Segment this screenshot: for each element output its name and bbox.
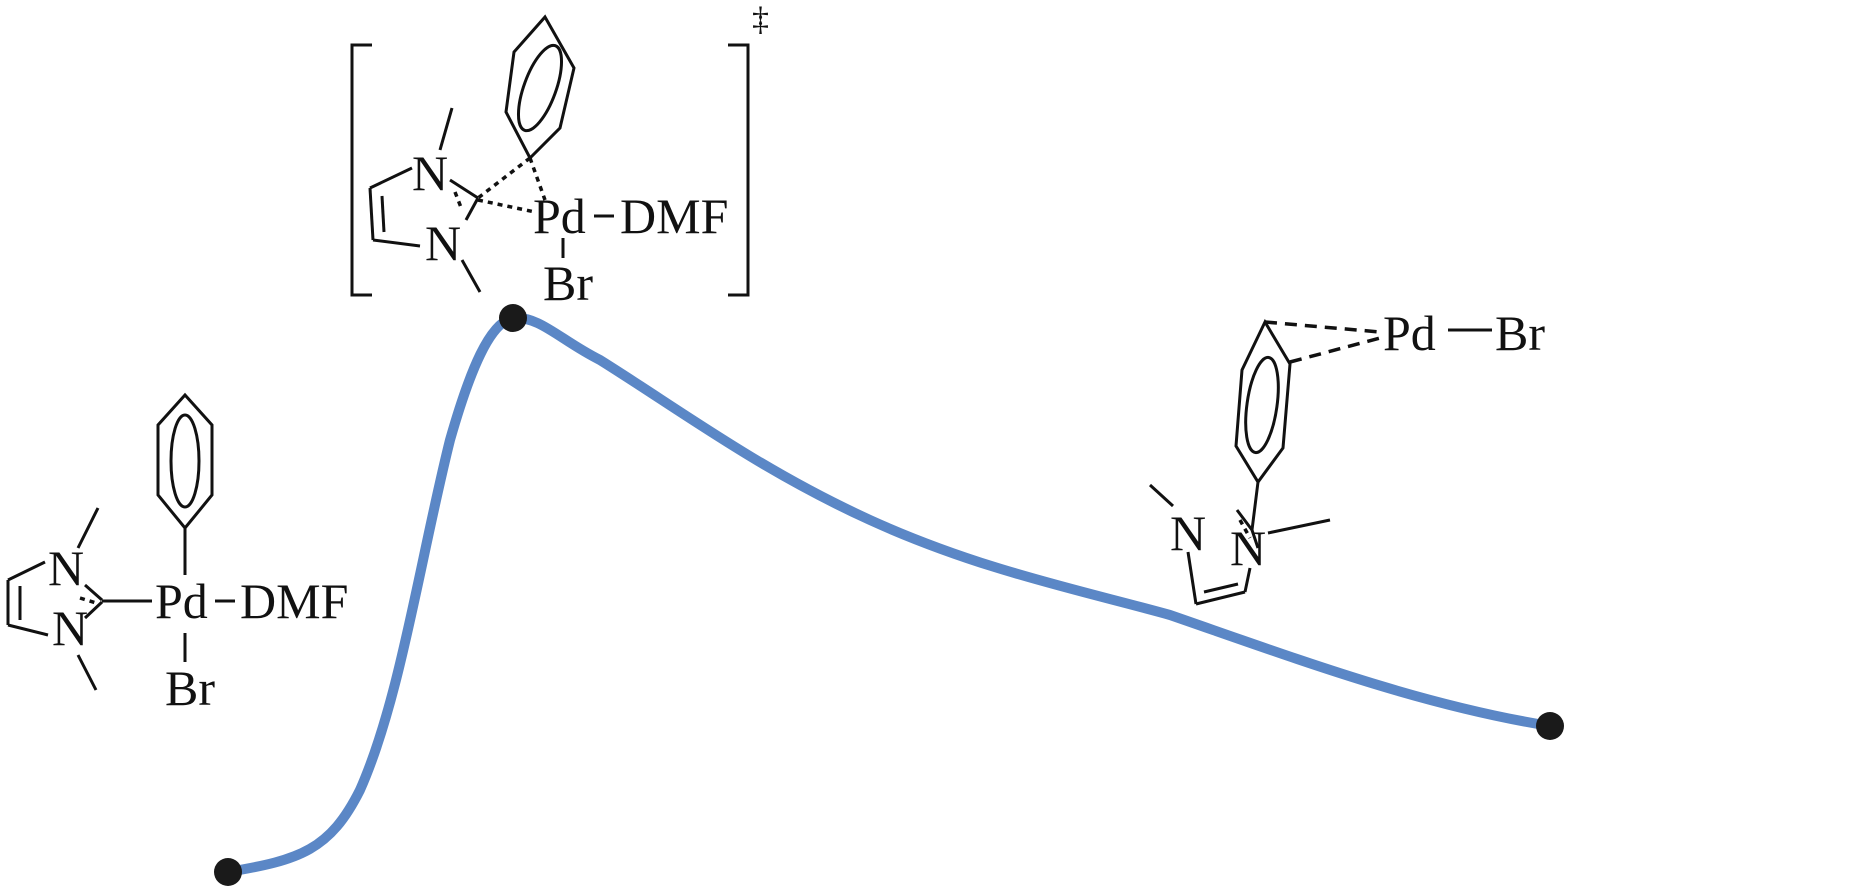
transition-state-structure: ‡ N N Pd DMF Br [350,1,769,311]
reactant-pd: Pd [155,573,208,629]
product-n-right: N [1230,520,1266,576]
ts-dmf: DMF [620,188,728,244]
double-dagger-mark: ‡ [752,1,769,38]
ts-n-bottom: N [425,215,461,271]
ts-br: Br [543,255,593,311]
reactant-n-bottom: N [52,600,88,656]
reactant-structure: N N Pd DMF Br [6,392,348,716]
product-br: Br [1495,305,1545,361]
product-point [1536,712,1564,740]
reactant-dmf: DMF [240,573,348,629]
product-n-left: N [1170,505,1206,561]
energy-profile-curve [223,312,1555,877]
transition-state-point [499,304,527,332]
reactant-point [214,858,242,886]
ts-n-top: N [412,145,448,201]
product-structure: Pd Br N N [1148,305,1545,606]
reactant-n-top: N [48,540,84,596]
reactant-br: Br [165,660,215,716]
ts-pd: Pd [533,188,586,244]
product-pd: Pd [1383,305,1436,361]
